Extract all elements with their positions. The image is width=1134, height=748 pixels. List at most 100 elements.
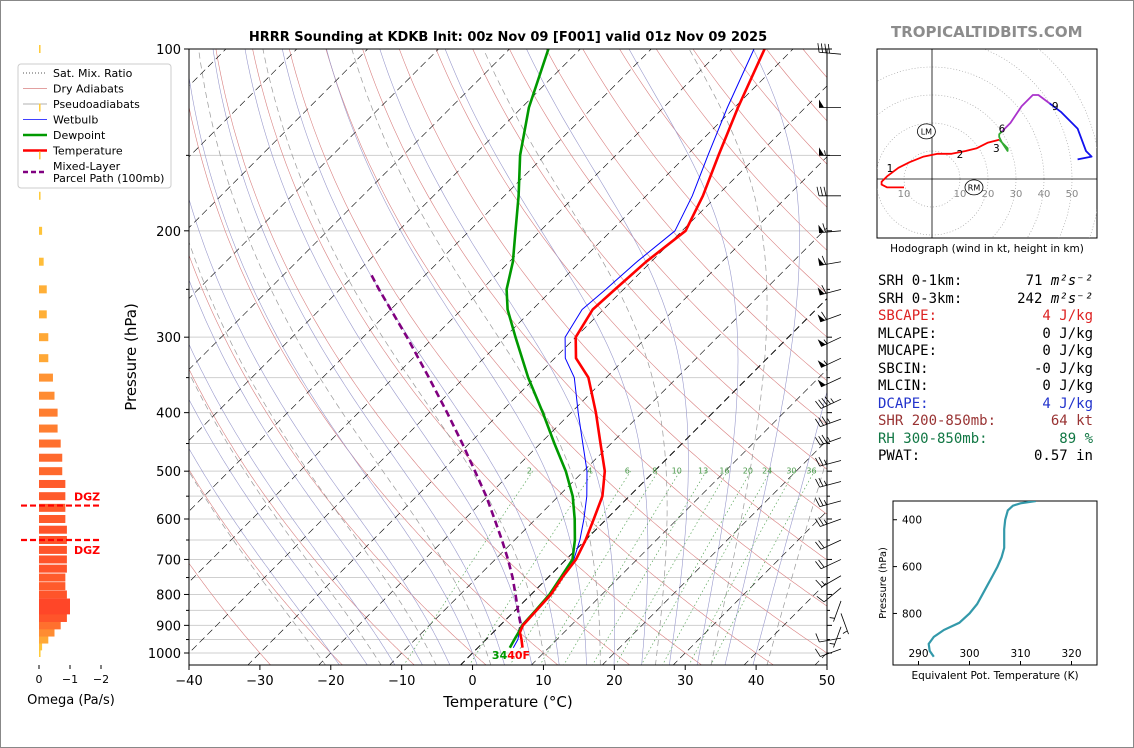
x-tick-label: 40 [748,674,765,689]
dry-adiabat-line [362,49,827,607]
wind-barb-half [842,630,848,634]
wind-barb-shaft [819,460,842,467]
wind-barb [815,497,842,507]
y-tick-label: 600 [156,513,181,528]
hodograph-trace [880,138,1000,189]
wind-barb [815,416,842,428]
wind-barb [815,575,842,588]
wind-barb-full [827,43,830,54]
legend-label: Pseudoadiabats [53,98,140,111]
wind-barb [816,186,841,197]
omega-bar [39,628,55,637]
storm-motion-marker [917,123,936,140]
omega-bar [39,613,67,622]
omega-bar [39,649,41,657]
theta-e-y-tick-label: 800 [902,608,922,620]
wind-barb-full [815,518,821,527]
index-label: PWAT: [878,448,921,464]
dry-adiabat-line [189,254,487,665]
wind-barb-flag [817,379,826,387]
omega-bar [39,467,63,476]
wind-barb-shaft [820,559,842,570]
omega-bar [39,642,43,651]
mixing-ratio-label: 16 [719,466,729,475]
isotherm-line [389,227,827,665]
wind-barb-shaft [819,500,842,507]
legend-label: Mixed-Layer [53,160,121,173]
y-tick-label: 900 [156,619,181,634]
wind-barb-full [815,478,821,488]
omega-bar [39,573,66,582]
omega-bar [39,453,63,462]
omega-bar [39,191,41,200]
theta-e-x-tick-label: 300 [959,648,979,660]
wind-barb-half [827,418,831,424]
pseudoadiabat-line [752,390,827,665]
pseudoadiabat-dashed-line [189,470,326,665]
legend-label: Dry Adiabats [53,83,124,96]
index-row: MUCAPE: 0 J/kg [878,343,1093,361]
y-tick-label: 700 [156,553,181,568]
hodograph-trace [1001,94,1051,133]
dry-adiabat-line [509,49,827,426]
skewt-series [369,49,766,649]
wind-barb-shaft [833,600,842,622]
wind-barb [819,147,841,156]
pseudoadiabat-line [724,49,800,665]
wind-barb-shaft [820,437,842,446]
wind-barb-shaft [819,51,842,55]
hodograph-ring-label: 20 [982,189,995,200]
pseudoadiabat-line [189,447,340,665]
mixing-ratio-label: 24 [762,466,772,475]
surface-temp-text: 40F [507,649,530,662]
wind-barb [819,99,841,108]
wind-barb-shaft [823,587,842,603]
dgz-label: DGZ [74,544,100,557]
omega-bar [39,226,43,235]
x-tick-label: −10 [388,674,415,689]
y-tick-label: 500 [156,465,181,480]
legend-label: Temperature [52,145,123,158]
mixing-ratio-line [640,471,752,665]
omega-panel: DGZ DGZ 0 −1 −2 [21,45,109,686]
mixing-ratio-label: 10 [672,466,682,475]
wind-barb-full [818,477,824,487]
wind-barb-full [818,417,824,426]
index-label: SRH 0-1km: [878,273,963,289]
skewt-background-lines: 2 4 6 8 10 13 16 20 24 30 36 [1,49,827,666]
pseudoadiabat-line [189,398,368,665]
dry-adiabat-line [582,49,827,338]
wind-barb-full [815,437,821,446]
index-value-number: 0 J/kg [1042,325,1093,342]
isotherm-line [672,510,827,665]
x-tick-label: 20 [606,674,623,689]
chart-title: HRRR Sounding at KDKB Init: 00z Nov 09 [… [249,30,767,45]
wind-barb [817,357,842,368]
wind-barb-full [821,397,828,406]
legend-label: Dewpoint [53,129,106,142]
wind-barb-shaft [819,230,842,234]
hodograph-plot: 10 10 20 30 40 50 1 2 3 6 9 LM RM [877,49,1097,238]
pseudoadiabat-dashed-line [198,49,492,665]
wind-barb-half [823,519,828,525]
index-value: 64 kt [1051,413,1093,429]
wind-barb-full [818,435,824,445]
index-row: DCAPE: 4 J/kg [878,396,1093,414]
wind-barb-half [823,500,827,505]
isotherm-line [1,49,13,666]
omega-bar [39,503,66,512]
mixing-ratio-label: 6 [625,466,630,475]
theta-e-x-tick-label: 290 [908,648,928,660]
mixing-ratio-line [539,471,659,665]
omega-bar [39,515,66,524]
index-value-number: 89 % [1059,430,1093,447]
wind-barb [818,223,842,234]
index-value: 71 m²s⁻² [1026,273,1093,289]
index-row: MLCIN: 0 J/kg [878,378,1093,396]
wind-barb [817,377,842,388]
index-value: 0 J/kg [1042,343,1093,359]
isotherm-line [189,49,510,370]
wind-barb-half [823,459,827,465]
mixing-ratio-line [403,471,534,665]
